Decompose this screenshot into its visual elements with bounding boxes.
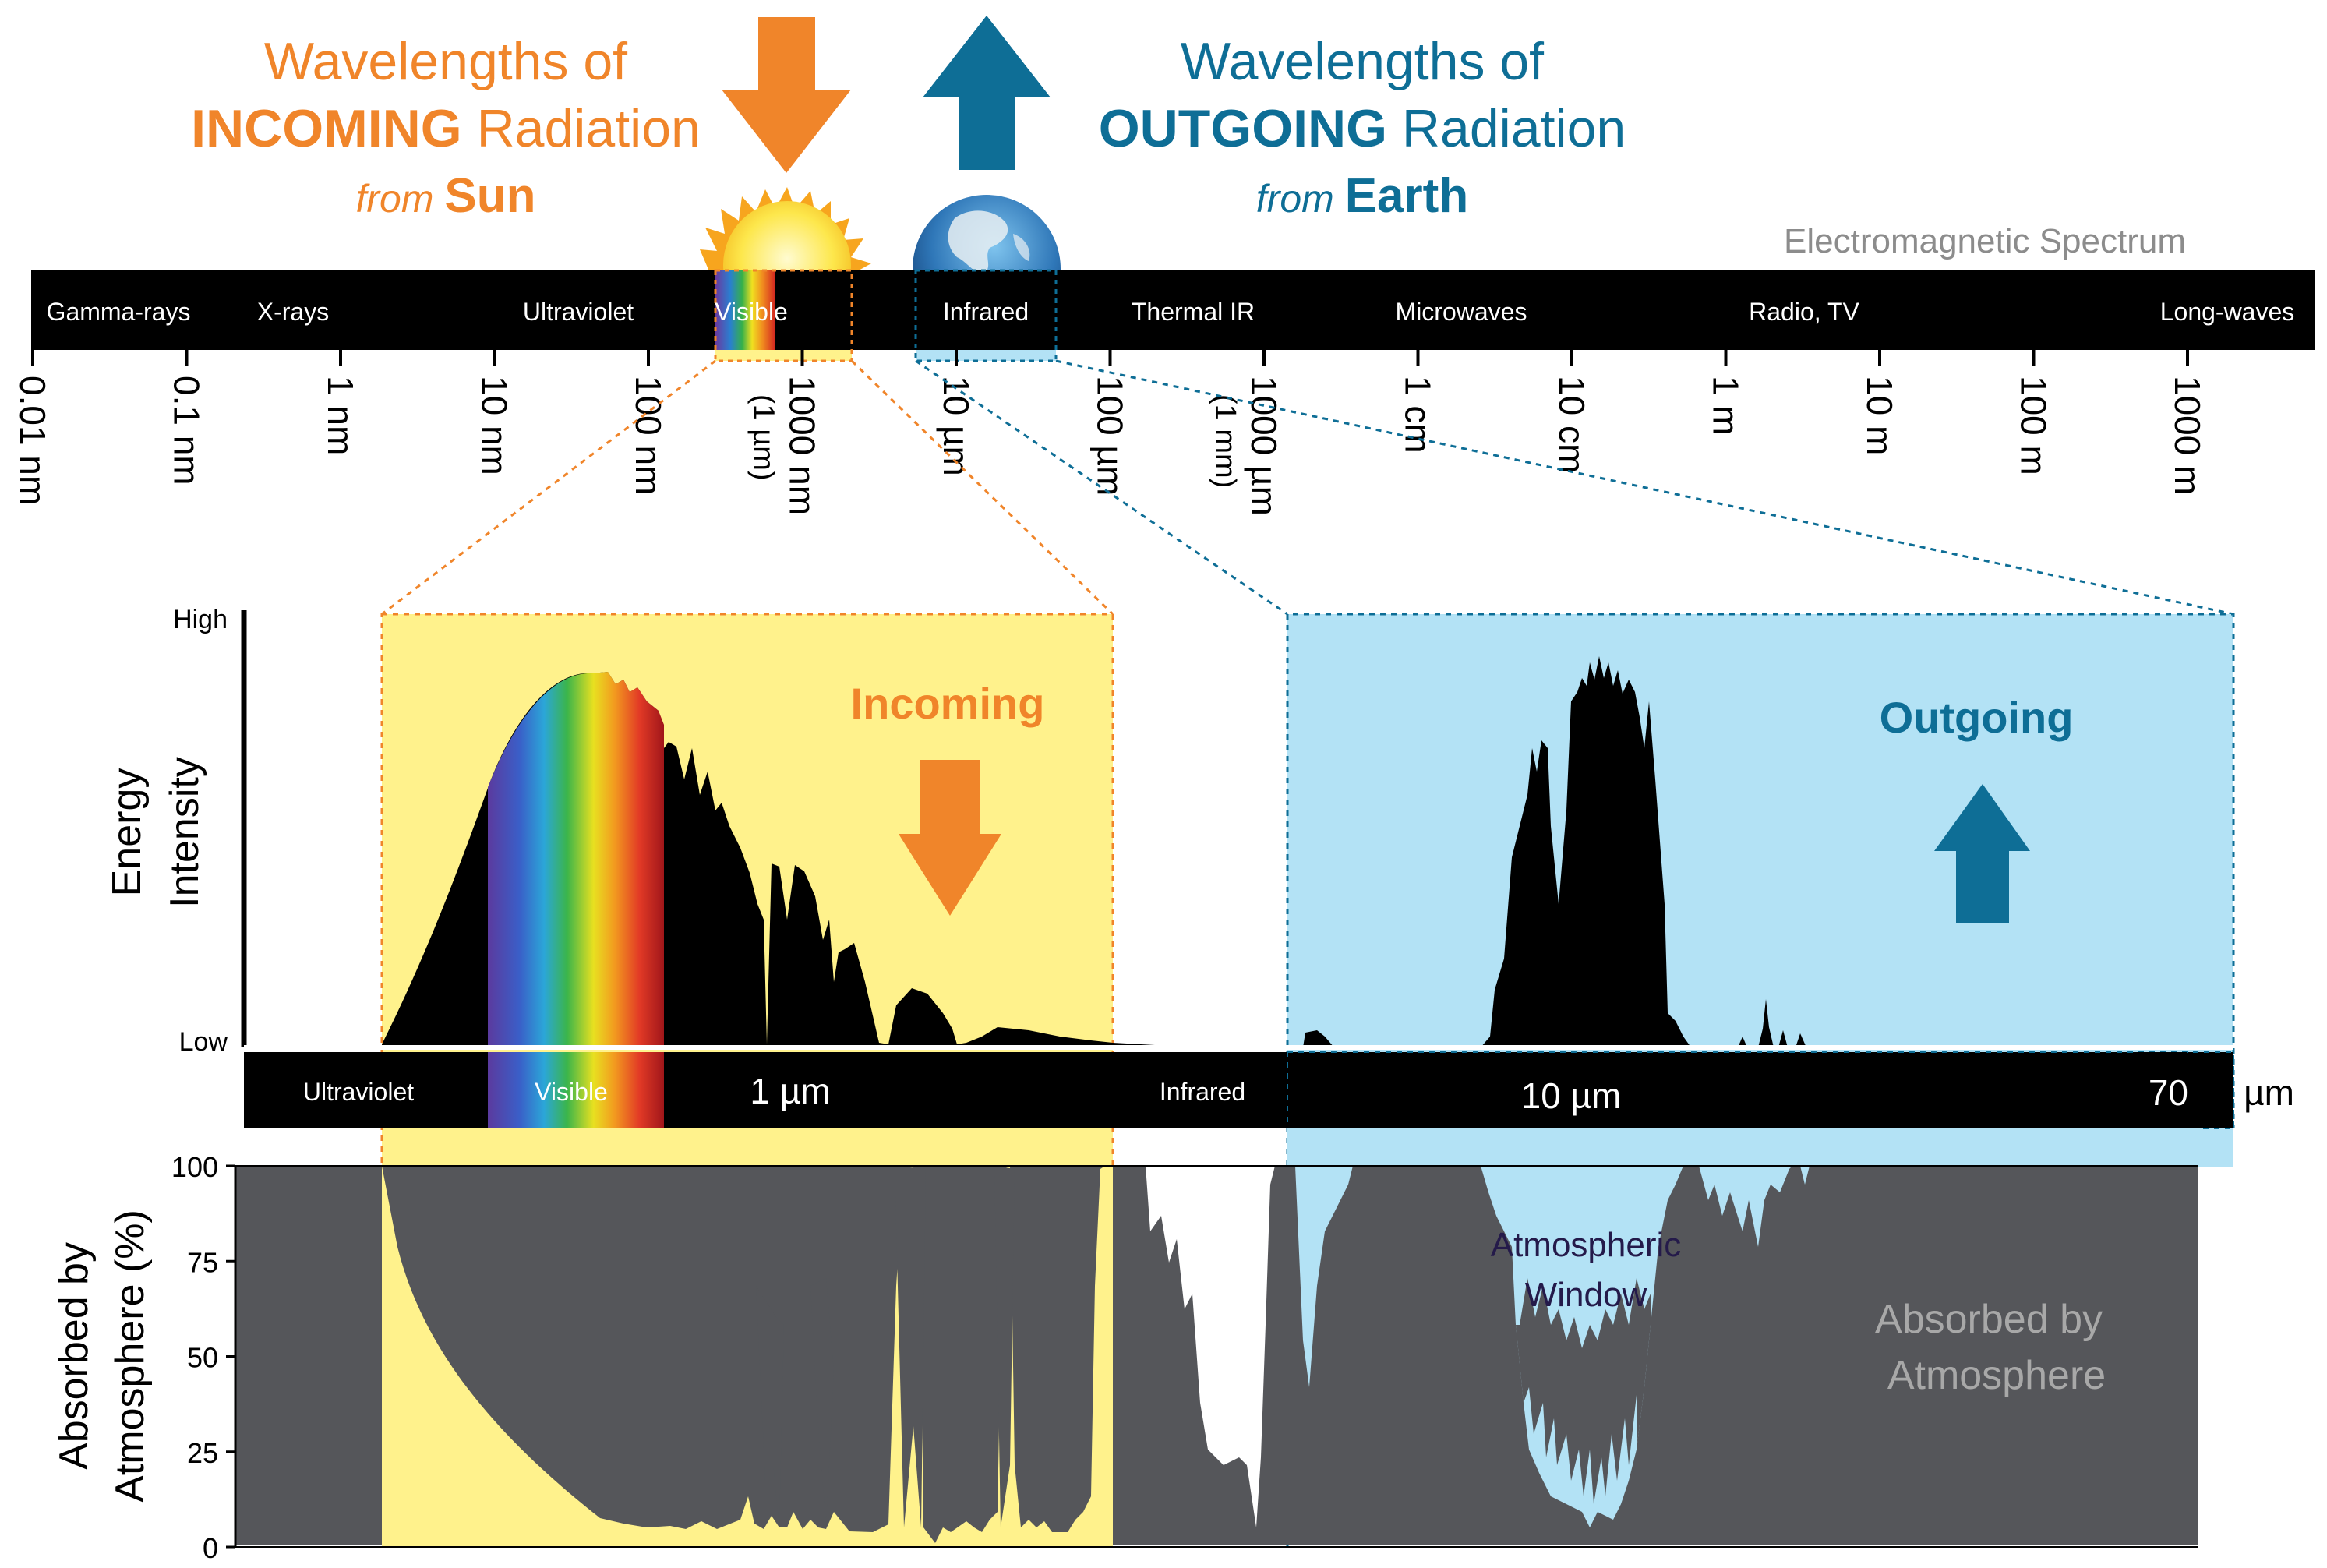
spectrum-tick-sublabel: (1 mm) [1209,394,1241,488]
incoming-title-bold: INCOMING [191,99,462,158]
incoming-region-border [380,613,1114,1545]
outgoing-title-bold: OUTGOING [1099,99,1387,158]
intensity-panel: High Low Energy Intensity Incoming Outgo… [104,605,2294,1547]
earth-icon [913,195,1061,270]
atmospheric-window-label-1: Atmospheric [1491,1226,1682,1264]
spectrum-infrared-highlight [916,350,1056,361]
incoming-title-line1: Wavelengths of [264,32,627,91]
absorbed-legend-2: Atmosphere [1887,1353,2106,1398]
atmospheric-window-label-2: Window [1525,1276,1647,1314]
incoming-title: Wavelengths of INCOMING Radiation from S… [191,32,701,223]
band-label: Visible [715,298,788,326]
spectrum-tick-label: 10 m [1859,376,1900,455]
intensity-band-label: Infrared [1160,1078,1245,1106]
band-label: X-rays [257,298,329,326]
band-label: Thermal IR [1132,298,1255,326]
spectrum-tick-label: 1000 nm [782,376,823,515]
outgoing-title-line1: Wavelengths of [1181,32,1544,91]
absorption-panel: 100 75 50 25 0 Absorbed by Atmosphere (%) At… [51,1128,2198,1564]
spectrum-tick-label: 1 cm [1398,376,1439,454]
intensity-low-label: Low [179,1027,228,1057]
incoming-title-line2: INCOMING Radiation [191,99,701,158]
outgoing-label: Outgoing [1880,693,2074,742]
svg-text:70: 70 [2149,1072,2188,1113]
spectrum-tick-label: 100 nm [628,376,669,495]
absorption-ticks: 100 75 50 25 0 [171,1151,235,1564]
spectrum-incoming-box [714,269,853,362]
outgoing-source: Earth [1345,169,1468,223]
spectrum-visible-highlight [715,350,852,361]
spectrum-tick-label: 1 nm [320,376,361,455]
outgoing-title-line2: OUTGOING Radiation [1099,99,1626,158]
spectrum-tick-label: 0.1 nm [167,376,207,486]
spectrum-tick-label: 10 µm [936,376,976,476]
transmission-ir [1146,1166,1275,1527]
spectrum-tick-label: 1000 µm [1244,376,1284,516]
intensity-visible-strip [488,1052,664,1128]
absorption-ylabel-1: Absorbed by [51,1242,97,1470]
band-label: Infrared [943,298,1029,326]
spectrum-tick-label: 10 nm [475,376,515,475]
incoming-small-arrow-icon [899,760,1001,916]
outgoing-title-rest: Radiation [1387,99,1626,158]
absorption-ylabel-2: Atmosphere (%) [108,1210,153,1503]
spectrum-visible-strip [715,270,775,350]
spectrum-outgoing-box [914,269,1058,362]
intensity-ylabel-2: Intensity [162,757,207,908]
intensity-ylabel-1: Energy [104,768,150,897]
band-label: Microwaves [1396,298,1527,326]
absorption-tick-label: 25 [187,1437,218,1469]
spectrum-title: Electromagnetic Spectrum [1784,222,2186,260]
outgoing-title-line3: from Earth [1256,169,1468,223]
intensity-scale-label: 10 µm [1521,1075,1622,1116]
intensity-scale-label: 1 µm [750,1071,830,1111]
spectrum-tick-label: 10 cm [1552,376,1592,473]
absorption-tick-label: 100 [171,1151,218,1183]
absorption-tick-label: 75 [187,1246,218,1278]
intensity-band-label: Visible [535,1078,608,1106]
band-label: Ultraviolet [523,298,634,326]
outgoing-small-arrow-icon [1934,784,2030,923]
spectrum-tick-label: 1 m [1706,376,1746,436]
band-label: Gamma-rays [47,298,191,326]
incoming-arrow-icon [722,17,851,173]
intensity-band-label: Ultraviolet [303,1078,414,1106]
absorbed-legend-1: Absorbed by [1875,1297,2103,1342]
spectrum-tick-sublabel: (1 µm) [747,394,780,481]
band-label: Radio, TV [1749,298,1859,326]
incoming-from: from [355,177,444,221]
spectrum-tick-label: 100 m [2014,376,2054,475]
incoming-source: Sun [444,169,535,223]
intensity-scale-label: 70 µm [2194,1072,2294,1113]
absorption-tick-label: 50 [187,1342,218,1374]
incoming-title-rest: Radiation [462,99,701,158]
solar-visible-band [488,672,664,1047]
earth-spectrum-curve [1303,656,1806,1047]
sun-icon [700,187,871,270]
spectrum-bar [31,270,2315,350]
em-spectrum: Electromagnetic Spectrum Gamma-rays X-ra… [31,222,2315,362]
band-label: Long-waves [2160,298,2295,326]
incoming-label: Incoming [851,679,1045,728]
spectrum-ticks: 0.01 nm 0.1 nm 1 nm 10 nm 100 nm 1000 nm 10 µm… [12,350,2208,516]
outgoing-arrow-icon [923,16,1051,170]
spectrum-tick-label: 0.01 nm [12,376,53,505]
transmission-visible [382,1166,1113,1547]
intensity-high-label: High [173,605,228,634]
absorption-tick-label: 0 [203,1532,218,1564]
outgoing-from: from [1256,177,1345,221]
incoming-title-line3: from Sun [355,169,535,223]
spectrum-tick-label: 100 µm [1090,376,1131,496]
spectrum-tick-label: 1000 m [2167,376,2208,495]
outgoing-title: Wavelengths of OUTGOING Radiation from E… [1099,32,1626,223]
connector-lines [381,359,2234,616]
